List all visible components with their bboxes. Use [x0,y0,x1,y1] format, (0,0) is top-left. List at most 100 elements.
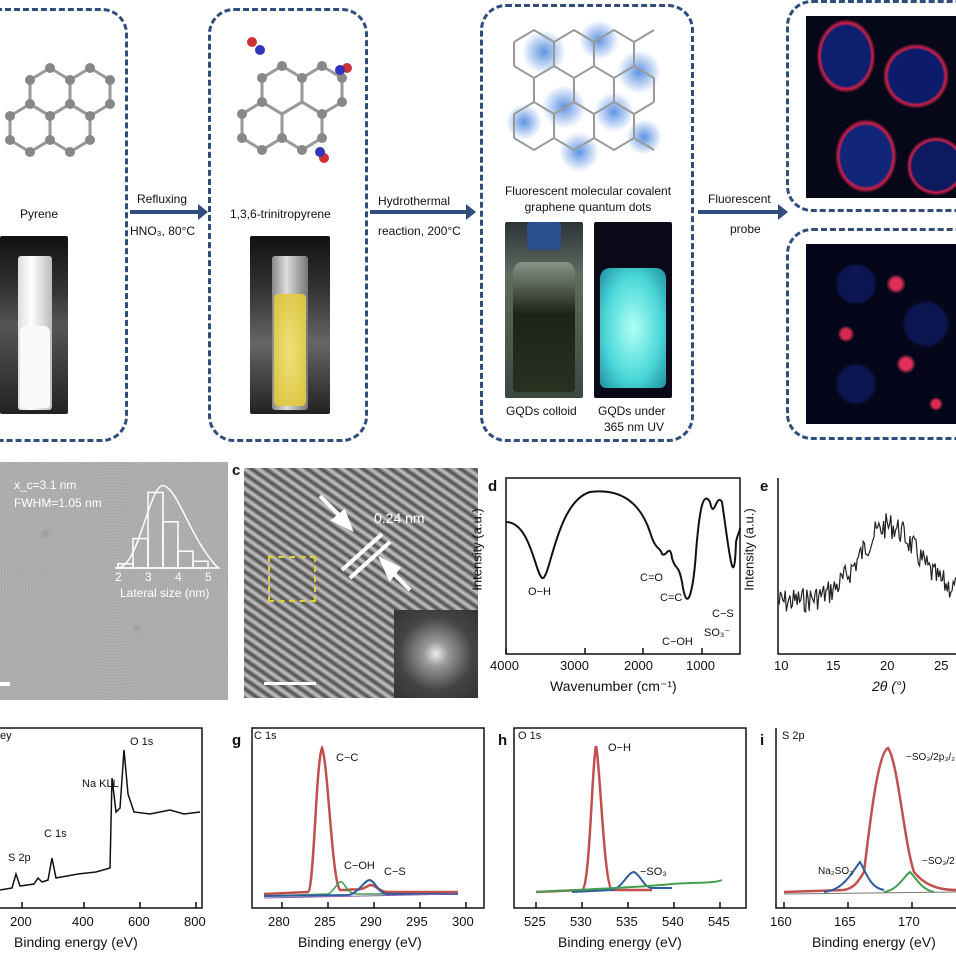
panel-h-label-so3: −SO₃ [640,866,667,878]
panel-e-tick-20: 20 [880,658,895,673]
panel-h-tick-535: 535 [616,914,638,929]
panel-c-scale-bar [264,682,316,685]
step2-line2: reaction, 200°C [378,224,461,238]
histogram-bar [177,550,194,569]
step3-line2: probe [730,222,761,236]
panel-c-fft-inset [394,610,478,698]
panel-d-ylabel: Intensity (a.u.) [469,508,485,591]
panel-i-label-so3-2: −SO₃/2 [922,856,955,867]
panel-d-xlabel: Wavenumber (cm⁻¹) [550,678,677,694]
panel-h-o1s-chart [513,727,747,909]
graphene-lattice-image [506,20,662,172]
panel-i-xlabel: Binding energy (eV) [812,934,936,950]
panel-h-label-oh: O−H [608,742,631,754]
panel-g-label-cc: C−C [336,752,359,764]
panel-i-s2p-chart [775,728,956,909]
panel-d-ftir-chart [505,477,741,655]
panel-f-label-s2p: S 2p [8,852,31,864]
panel-h-letter: h [498,732,508,749]
panel-d-annot-so3: SO₃⁻ [704,627,731,639]
panel-c-letter: c [232,462,241,479]
panel-i-letter: i [760,732,765,749]
panel-h-xlabel: Binding energy (eV) [558,934,682,950]
trinitropyrene-molecule-image [237,37,352,163]
panel-g-letter: g [232,732,242,749]
panel-b-stat-fwhm: FWHM=1.05 nm [14,496,102,510]
panel-f-label-nakll: Na KLL [82,778,119,790]
panel-f-survey-chart [0,727,203,909]
pyrene-box [0,8,128,442]
panel-f-tick-800: 800 [184,914,206,929]
panel-e-letter: e [760,478,769,495]
histogram-bar [192,560,209,569]
panel-d-letter: d [488,478,498,495]
gqd-title-line1: Fluorescent molecular covalent [504,184,672,198]
panel-e-tick-25: 25 [934,658,949,673]
gqd-colloid-label: GQDs colloid [506,404,577,418]
gqd-uv-line2: 365 nm UV [604,420,665,434]
histogram-bar [132,537,149,569]
panel-c-selection-box [268,556,316,602]
panel-d-annot-cs: C−S [712,608,734,620]
pyrene-label: Pyrene [20,207,59,221]
panel-f-tick-600: 600 [128,914,150,929]
panel-h-tick-530: 530 [570,914,592,929]
panel-b-xlabel: Lateral size (nm) [120,586,210,600]
panel-g-tick-285: 285 [314,914,336,929]
step1-line2: HNO₃, 80°C [130,224,196,238]
gqd-colloid-photo [505,222,583,398]
panel-b-tick-4: 4 [175,570,182,584]
cell-fluorescence-image-top [806,16,956,198]
step3-line1: Fluorescent [708,192,771,206]
panel-g-tick-300: 300 [452,914,474,929]
panel-d-annot-cc: C=C [660,592,683,604]
gqd-uv-photo [594,222,672,398]
panel-g-tick-295: 295 [406,914,428,929]
panel-d-tick-2000: 2000 [624,658,653,673]
panel-e-ylabel: Intensity (a.u.) [741,508,757,591]
panel-d-tick-1000: 1000 [686,658,715,673]
panel-g-title: C 1s [254,730,277,742]
panel-f-label-o1s: O 1s [130,736,154,748]
panel-g-label-cs: C−S [384,866,406,878]
panel-d-annot-coh: C−OH [662,636,693,648]
panel-i-tick-170: 170 [898,914,920,929]
step2-arrow [370,204,476,220]
panel-b-stat-xc: x_c=3.1 nm [14,478,77,492]
step1-line1: Refluxing [137,192,188,206]
histogram-bar [162,521,179,569]
panel-f-tick-200: 200 [10,914,32,929]
gqd-uv-line1: GQDs under [598,404,666,418]
gqd-title-line2: graphene quantum dots [524,200,652,214]
panel-g-tick-280: 280 [268,914,290,929]
panel-h-tick-525: 525 [524,914,546,929]
panel-h-tick-545: 545 [708,914,730,929]
panel-g-label-coh: C−OH [344,860,375,872]
panel-b-tick-3: 3 [145,570,152,584]
pyrene-molecule-image [5,63,115,157]
panel-d-annot-oh: O−H [528,586,551,598]
panel-f-label-c1s: C 1s [44,828,67,840]
panel-e-xrd-chart [777,478,956,655]
trinitropyrene-label: 1,3,6-trinitropyrene [230,207,331,221]
panel-c-spacing-label: 0.24 nm [374,510,425,526]
panel-i-title: S 2p [782,730,805,742]
panel-i-label-so3-2p32: −SO₃/2p₃/₂ [906,752,955,763]
panel-c-arrows [318,494,412,592]
step3-arrow [698,204,788,220]
cell-fluorescence-image-bottom [806,244,956,424]
panel-b-scale-bar [0,682,10,686]
panel-g-c1s-chart [251,727,485,909]
cell-image-box-top [786,0,956,212]
pyrene-vial-photo [0,236,68,414]
panel-b-tick-5: 5 [205,570,212,584]
trinitropyrene-vial-photo [250,236,330,414]
trinitropyrene-box [208,8,368,442]
panel-e-xlabel: 2θ (°) [872,678,907,694]
panel-g-tick-290: 290 [360,914,382,929]
panel-d-annot-co: C=O [640,572,663,584]
panel-f-title: ey [0,730,12,742]
panel-b-tem-image [0,462,228,700]
panel-d-tick-3000: 3000 [560,658,589,673]
panel-i-tick-165: 165 [834,914,856,929]
